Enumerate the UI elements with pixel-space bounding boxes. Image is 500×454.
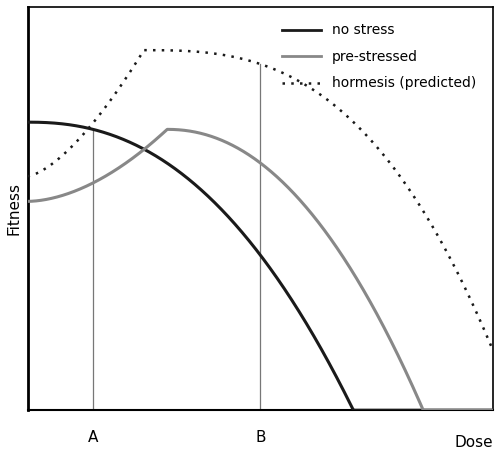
Text: Dose: Dose [454,435,493,450]
Y-axis label: Fitness: Fitness [7,182,22,235]
Text: B: B [255,430,266,445]
Legend: no stress, pre-stressed, hormesis (predicted): no stress, pre-stressed, hormesis (predi… [276,18,482,96]
Text: A: A [88,430,98,445]
